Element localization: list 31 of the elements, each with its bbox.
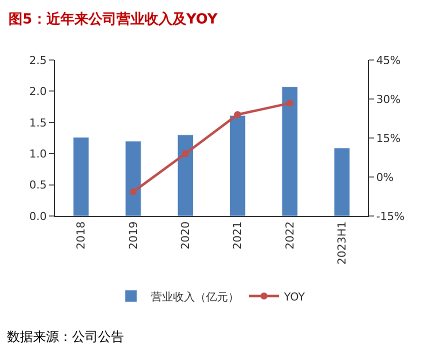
y-tick-label: 0.5: [29, 178, 47, 192]
x-tick-label: 2018: [74, 221, 88, 250]
bar: [73, 137, 90, 216]
y2-tick-label: 45%: [376, 54, 401, 67]
bar: [334, 148, 350, 216]
y-tick-label: 1.5: [29, 116, 47, 130]
bar: [177, 134, 194, 216]
x-tick-label: 2019: [126, 221, 140, 250]
bar: [125, 140, 142, 216]
point: [130, 188, 137, 196]
legend-label: 营业收入（亿元）: [151, 290, 239, 304]
y-tick-label: 2.5: [29, 54, 47, 67]
y2-tick-label: 15%: [376, 132, 401, 145]
point: [234, 111, 242, 118]
y2-tick-label: -15%: [376, 210, 405, 223]
chart-title: 图5：近年来公司营业收入及YOY: [8, 10, 218, 28]
x-tick-label: 2023H1: [335, 221, 348, 265]
y2-tick-label: 30%: [376, 92, 401, 106]
y-tick-label: 2.0: [29, 85, 47, 98]
x-tick-label: 2022: [283, 221, 296, 250]
x-tick-label: 2020: [178, 221, 192, 250]
point: [182, 150, 189, 158]
x-tick-label: 2021: [231, 221, 244, 250]
y-tick-label: 1.0: [29, 147, 47, 160]
source-note: 数据来源：公司公告: [7, 330, 124, 345]
point: [286, 100, 294, 107]
legend-label: YOY: [283, 290, 306, 304]
bar: [282, 86, 298, 216]
y-tick-label: 0.0: [29, 210, 47, 223]
bar: [230, 115, 246, 216]
y2-tick-label: 0%: [376, 170, 394, 184]
